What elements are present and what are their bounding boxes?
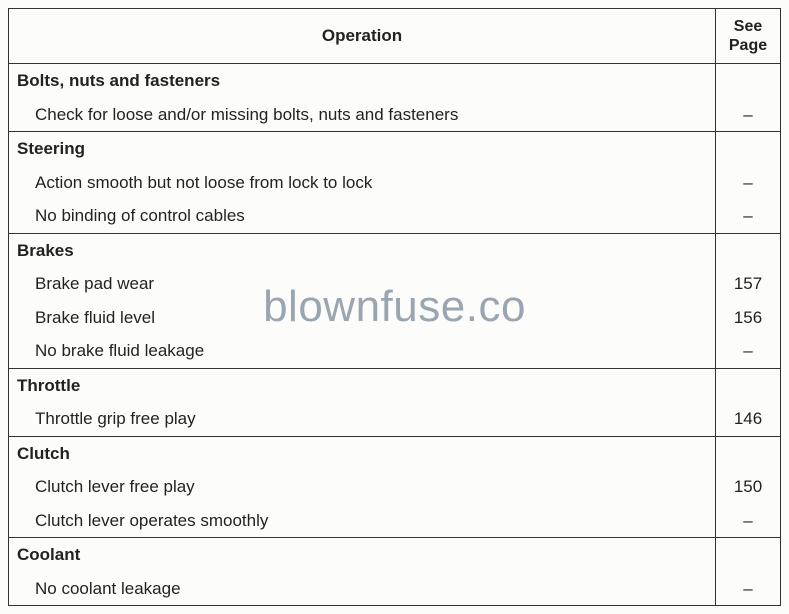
item-text: Clutch lever operates smoothly xyxy=(9,504,716,538)
section-row: Clutch xyxy=(9,436,781,470)
item-row: No brake fluid leakage– xyxy=(9,334,781,368)
item-row: Check for loose and/or missing bolts, nu… xyxy=(9,98,781,132)
item-text: Check for loose and/or missing bolts, nu… xyxy=(9,98,716,132)
item-page: – xyxy=(716,199,781,233)
item-text: Throttle grip free play xyxy=(9,402,716,436)
item-text: No coolant leakage xyxy=(9,572,716,606)
item-page: 157 xyxy=(716,267,781,301)
item-row: Brake fluid level156 xyxy=(9,301,781,335)
section-row: Brakes xyxy=(9,233,781,267)
item-page: 146 xyxy=(716,402,781,436)
section-page-cell xyxy=(716,368,781,402)
section-row: Coolant xyxy=(9,538,781,572)
section-row: Bolts, nuts and fasteners xyxy=(9,64,781,98)
item-page: – xyxy=(716,166,781,200)
operation-table: Operation SeePage Bolts, nuts and fasten… xyxy=(8,8,781,606)
item-page: 156 xyxy=(716,301,781,335)
section-title: Coolant xyxy=(9,538,716,572)
section-page-cell xyxy=(716,538,781,572)
section-row: Throttle xyxy=(9,368,781,402)
item-row: Action smooth but not loose from lock to… xyxy=(9,166,781,200)
item-row: No binding of control cables– xyxy=(9,199,781,233)
section-title: Clutch xyxy=(9,436,716,470)
section-page-cell xyxy=(716,233,781,267)
section-page-cell xyxy=(716,436,781,470)
section-title: Steering xyxy=(9,132,716,166)
item-row: Clutch lever operates smoothly– xyxy=(9,504,781,538)
header-see-page: SeePage xyxy=(716,9,781,64)
item-row: No coolant leakage– xyxy=(9,572,781,606)
item-page: – xyxy=(716,98,781,132)
item-text: Action smooth but not loose from lock to… xyxy=(9,166,716,200)
item-row: Clutch lever free play150 xyxy=(9,470,781,504)
section-title: Bolts, nuts and fasteners xyxy=(9,64,716,98)
section-page-cell xyxy=(716,132,781,166)
item-text: Clutch lever free play xyxy=(9,470,716,504)
item-page: – xyxy=(716,572,781,606)
item-text: No brake fluid leakage xyxy=(9,334,716,368)
header-operation: Operation xyxy=(9,9,716,64)
item-row: Brake pad wear157 xyxy=(9,267,781,301)
section-title: Brakes xyxy=(9,233,716,267)
item-page: – xyxy=(716,334,781,368)
item-row: Throttle grip free play146 xyxy=(9,402,781,436)
item-page: – xyxy=(716,504,781,538)
item-text: No binding of control cables xyxy=(9,199,716,233)
item-text: Brake fluid level xyxy=(9,301,716,335)
item-text: Brake pad wear xyxy=(9,267,716,301)
section-page-cell xyxy=(716,64,781,98)
section-title: Throttle xyxy=(9,368,716,402)
item-page: 150 xyxy=(716,470,781,504)
section-row: Steering xyxy=(9,132,781,166)
